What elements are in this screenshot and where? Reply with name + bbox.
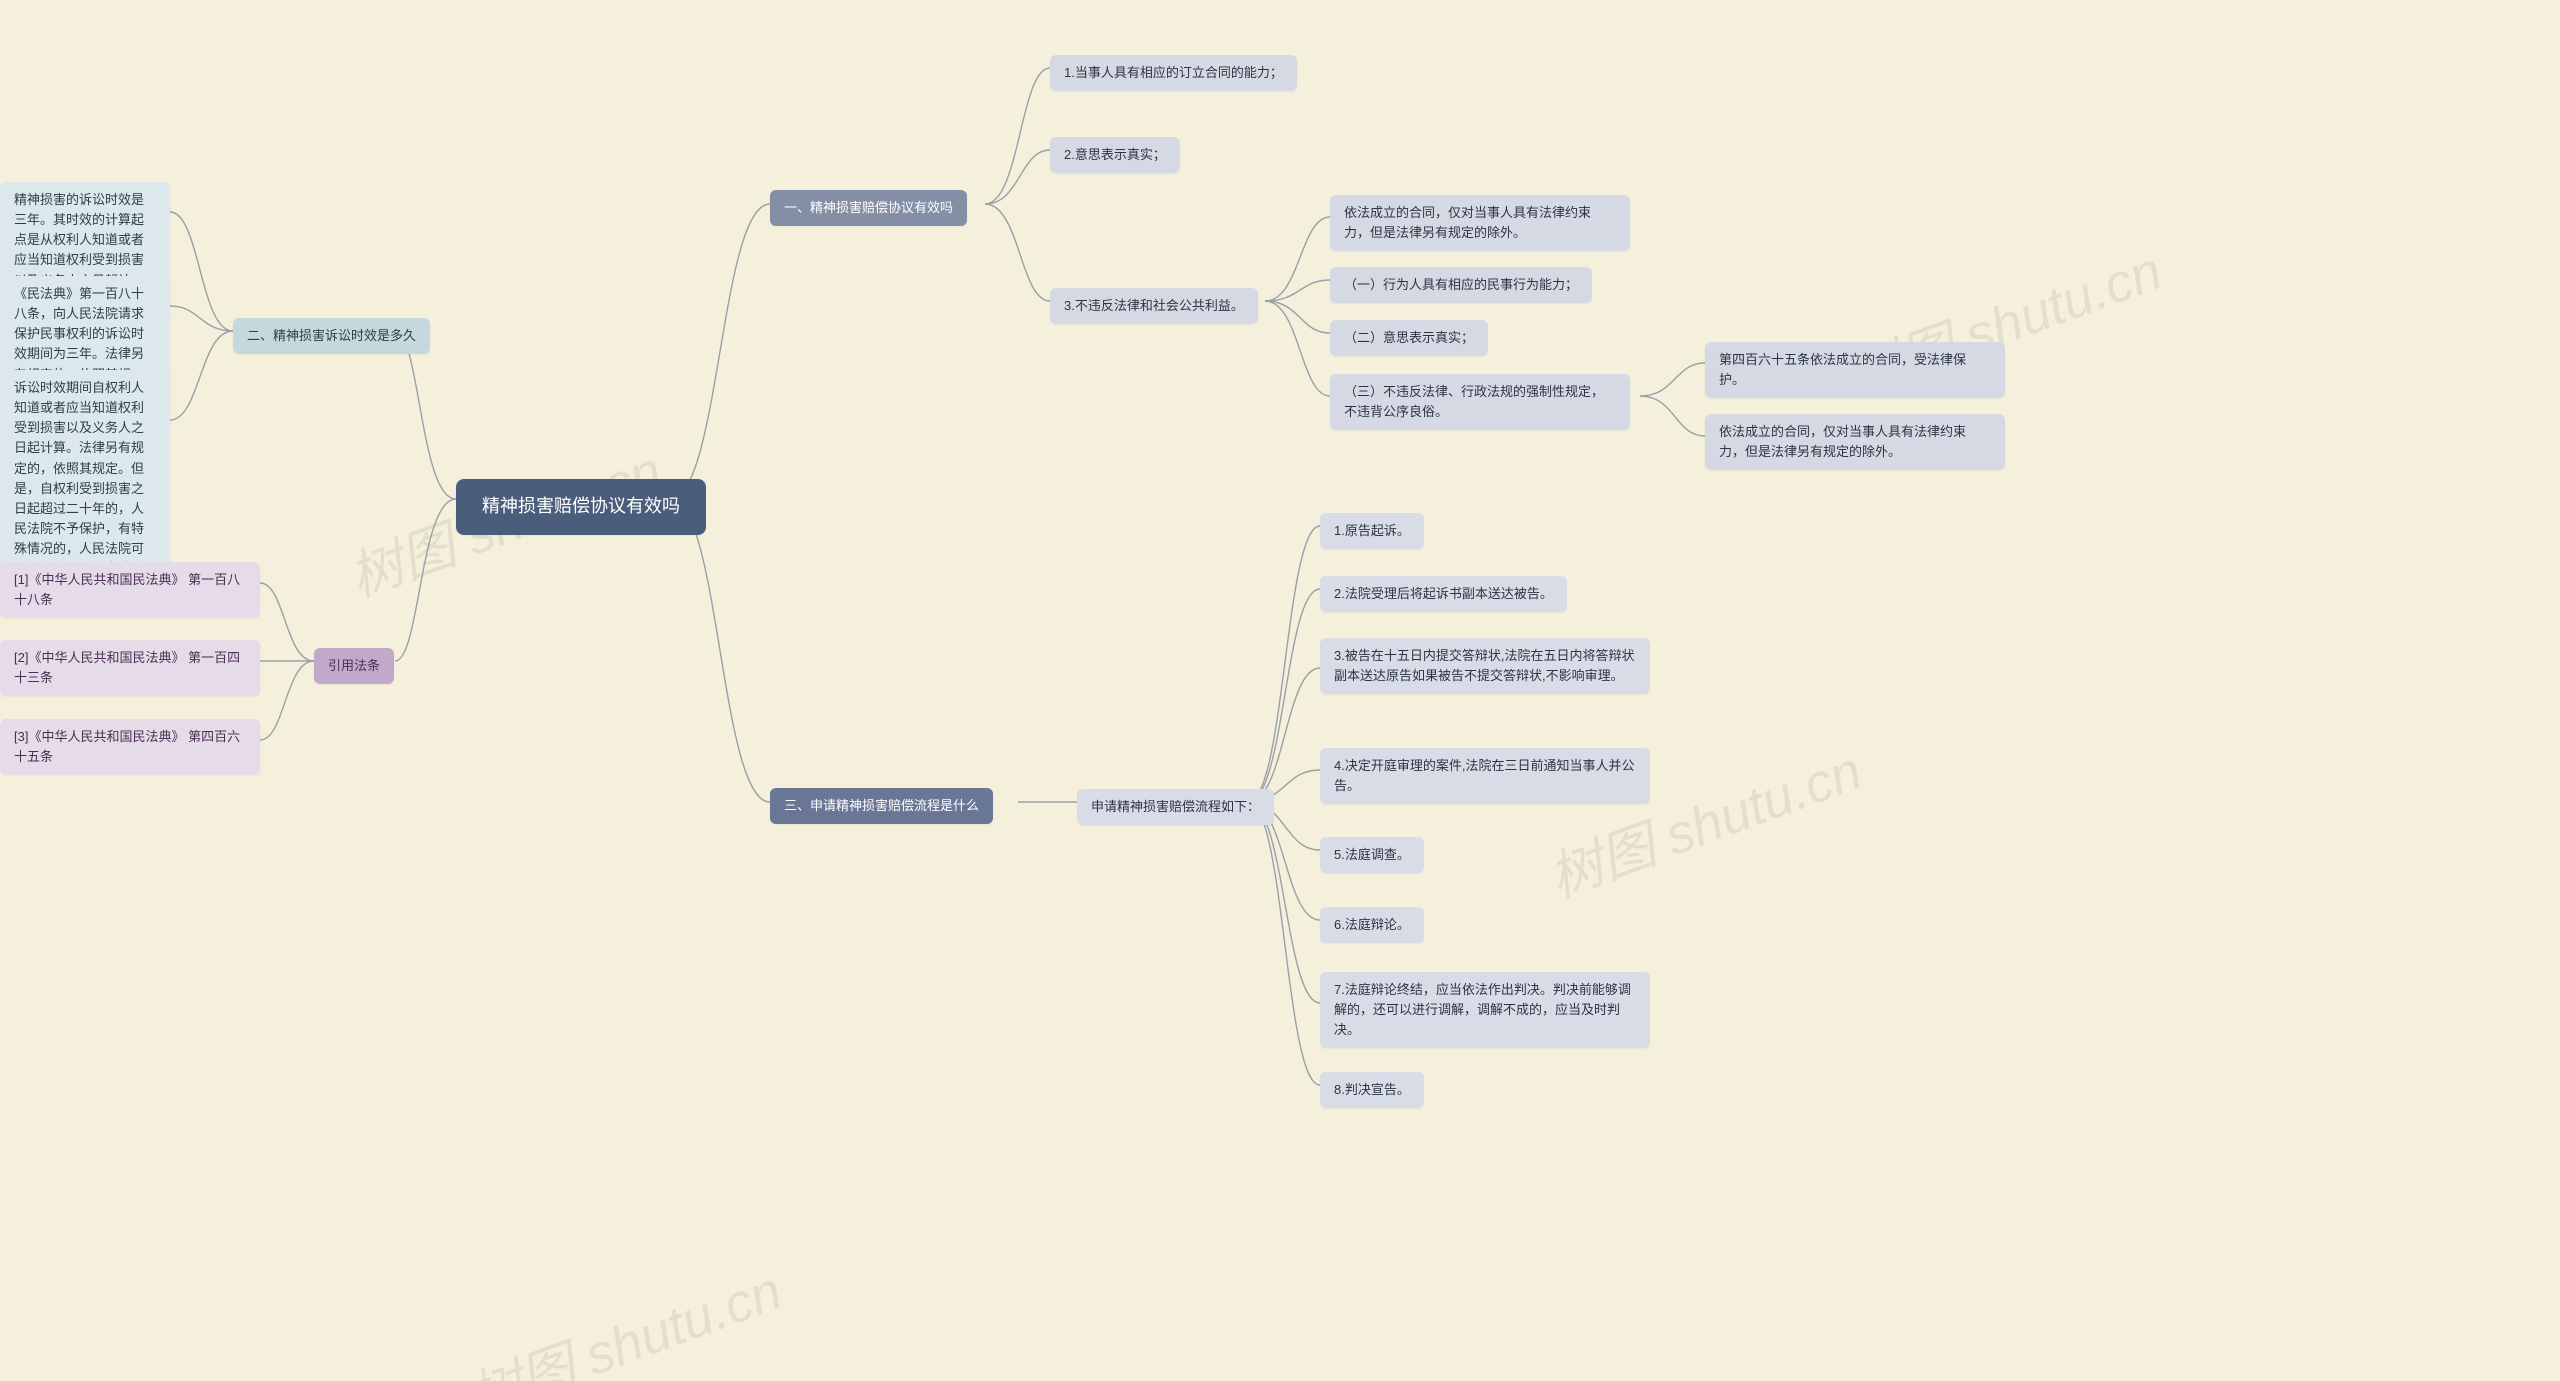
b3-s5[interactable]: 5.法庭调查。 [1320,837,1424,873]
b1-l3-s3[interactable]: （三）不违反法律、行政法规的强制性规定，不违背公序良俗。 [1330,374,1630,430]
branch-1[interactable]: 一、精神损害赔偿协议有效吗 [770,190,967,226]
b1-leaf-3[interactable]: 3.不违反法律和社会公共利益。 [1050,288,1258,324]
b3-s1[interactable]: 1.原告起诉。 [1320,513,1424,549]
branch-3[interactable]: 三、申请精神损害赔偿流程是什么 [770,788,993,824]
b3-s8[interactable]: 8.判决宣告。 [1320,1072,1424,1108]
b1-leaf-1[interactable]: 1.当事人具有相应的订立合同的能力； [1050,55,1297,91]
b3-s2[interactable]: 2.法院受理后将起诉书副本送达被告。 [1320,576,1567,612]
b1-l3-s0[interactable]: 依法成立的合同，仅对当事人具有法律约束力，但是法律另有规定的除外。 [1330,195,1630,251]
b3-s6[interactable]: 6.法庭辩论。 [1320,907,1424,943]
b3-s3[interactable]: 3.被告在十五日内提交答辩状,法院在五日内将答辩状副本送达原告如果被告不提交答辩… [1320,638,1650,694]
b3-s7[interactable]: 7.法庭辩论终结，应当依法作出判决。判决前能够调解的，还可以进行调解，调解不成的… [1320,972,1650,1048]
b3-s4[interactable]: 4.决定开庭审理的案件,法院在三日前通知当事人并公告。 [1320,748,1650,804]
root-node[interactable]: 精神损害赔偿协议有效吗 [456,479,706,535]
b4-leaf-1[interactable]: [1]《中华人民共和国民法典》 第一百八十八条 [0,562,260,618]
b1-l3-s1[interactable]: （一）行为人具有相应的民事行为能力； [1330,267,1592,303]
b1-leaf-2[interactable]: 2.意思表示真实； [1050,137,1180,173]
connector-lines [0,0,2560,1381]
branch-4[interactable]: 引用法条 [314,648,394,684]
watermark: 树图 shutu.cn [456,1246,790,1381]
b4-leaf-3[interactable]: [3]《中华人民共和国民法典》 第四百六十五条 [0,719,260,775]
b4-leaf-2[interactable]: [2]《中华人民共和国民法典》 第一百四十三条 [0,640,260,696]
b3-intro[interactable]: 申请精神损害赔偿流程如下： [1077,789,1274,825]
b1-l3-s3-t1[interactable]: 第四百六十五条依法成立的合同，受法律保护。 [1705,342,2005,398]
b1-l3-s3-t2[interactable]: 依法成立的合同，仅对当事人具有法律约束力，但是法律另有规定的除外。 [1705,414,2005,470]
mindmap-canvas: 树图 shutu.cn 树图 shutu.cn 树图 shutu.cn 树图 s… [0,0,2560,1381]
branch-2[interactable]: 二、精神损害诉讼时效是多久 [233,318,430,354]
b1-l3-s2[interactable]: （二）意思表示真实； [1330,320,1488,356]
